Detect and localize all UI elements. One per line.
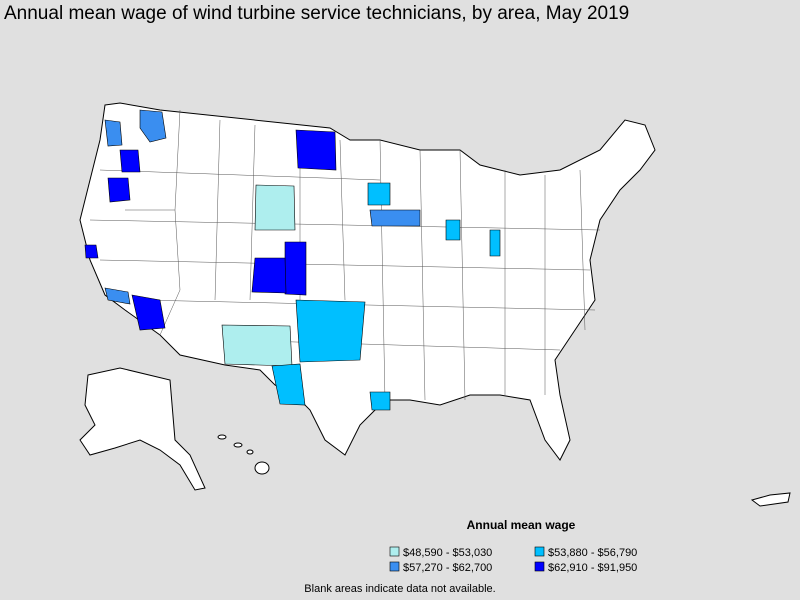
alaska — [79, 367, 206, 491]
map-region — [221, 324, 293, 367]
map-region — [104, 119, 123, 147]
map-region — [295, 299, 366, 363]
puerto-rico — [750, 492, 791, 507]
hawaii — [217, 434, 270, 475]
legend-swatch — [534, 546, 545, 557]
map-region — [445, 219, 461, 241]
map-region — [295, 129, 337, 171]
map-region — [369, 209, 421, 227]
area-borders — [89, 109, 601, 401]
map-region — [254, 184, 296, 231]
map-region — [271, 363, 306, 406]
map-region — [131, 294, 166, 331]
legend: $48,590 - $53,030 $53,880 - $56,790 $57,27… — [389, 546, 637, 574]
legend-label: $48,590 - $53,030 — [403, 547, 492, 559]
map-title: Annual mean wage of wind turbine service… — [4, 3, 629, 24]
map-region — [104, 287, 131, 305]
footnote: Blank areas indicate data not available. — [304, 583, 495, 595]
legend-label: $57,270 - $62,700 — [403, 562, 492, 574]
legend-label: $53,880 - $56,790 — [548, 547, 637, 559]
map-region — [84, 244, 99, 259]
map-region — [119, 149, 141, 173]
map-region — [489, 229, 501, 257]
map-region — [284, 241, 307, 296]
legend-swatch — [389, 561, 400, 572]
legend-label: $62,910 - $91,950 — [548, 562, 637, 574]
legend-title: Annual mean wage — [467, 518, 576, 532]
wage-areas — [84, 109, 501, 411]
map-region — [107, 177, 131, 203]
map-region — [369, 391, 391, 411]
continental-us — [79, 102, 656, 461]
legend-swatch — [389, 546, 400, 557]
map-region — [367, 182, 391, 206]
map-region — [139, 109, 167, 143]
legend-swatch — [534, 561, 545, 572]
map-region — [251, 257, 287, 294]
